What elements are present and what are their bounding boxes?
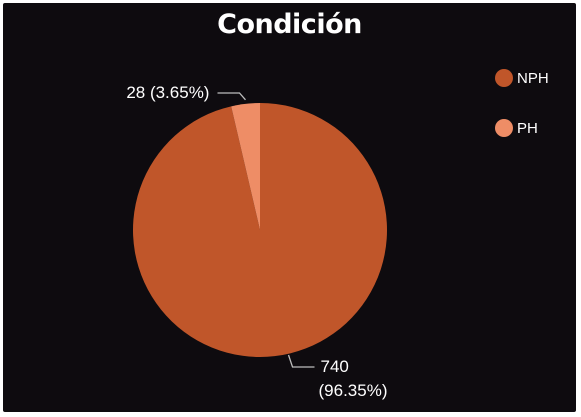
data-label-nph-value: 740	[321, 357, 349, 376]
leader-line-nph	[287, 354, 315, 368]
pie-slice-ph[interactable]	[231, 103, 260, 230]
pie-chart: 740 (96.35%) 28 (3.65%)	[126, 83, 388, 400]
legend-swatch-ph	[495, 119, 513, 137]
chart-panel: Condición 740 (96.35%) 28 (3.65%) NPH PH	[3, 3, 576, 412]
legend-item-ph[interactable]: PH	[495, 115, 549, 141]
legend-label-ph: PH	[517, 119, 538, 137]
legend-label-nph: NPH	[517, 69, 549, 87]
chart-title: Condición	[217, 9, 362, 40]
legend: NPH PH	[495, 65, 549, 165]
leader-line-ph	[217, 92, 246, 101]
legend-item-nph[interactable]: NPH	[495, 65, 549, 91]
data-label-nph-percent: (96.35%)	[319, 381, 388, 400]
legend-swatch-nph	[495, 69, 513, 87]
data-label-ph: 28 (3.65%)	[126, 83, 209, 102]
